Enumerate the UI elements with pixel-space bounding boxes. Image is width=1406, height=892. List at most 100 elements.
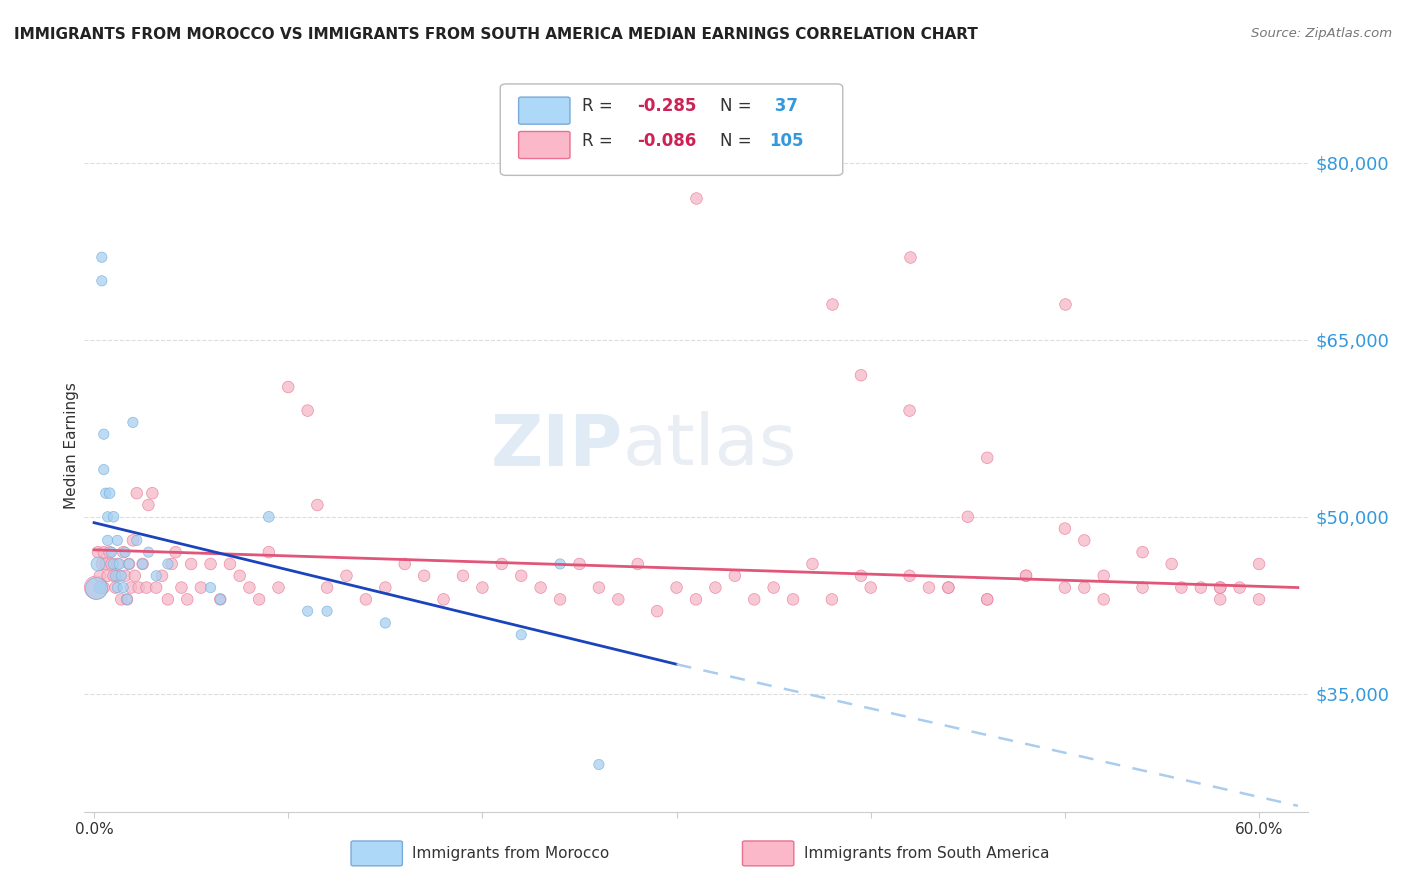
Text: Immigrants from South America: Immigrants from South America xyxy=(804,846,1049,861)
Point xyxy=(156,592,179,607)
Point xyxy=(209,592,232,607)
Point xyxy=(145,581,167,595)
Point xyxy=(548,592,571,607)
Point xyxy=(122,416,145,430)
Point xyxy=(354,592,377,607)
FancyBboxPatch shape xyxy=(519,97,569,124)
Point xyxy=(125,533,148,548)
Point xyxy=(849,568,872,582)
Point xyxy=(115,592,138,607)
Point xyxy=(645,604,668,618)
Point xyxy=(138,498,160,512)
Point xyxy=(103,509,125,524)
Point xyxy=(87,557,110,571)
Point xyxy=(704,581,727,595)
Point xyxy=(84,581,107,595)
Point xyxy=(190,581,212,595)
Point xyxy=(90,250,112,264)
Point xyxy=(685,592,707,607)
Point xyxy=(432,592,454,607)
Point xyxy=(1015,568,1038,582)
Point xyxy=(120,581,142,595)
Point xyxy=(1053,297,1076,311)
Point xyxy=(118,557,141,571)
Point xyxy=(93,545,115,559)
Point xyxy=(257,545,280,559)
Point xyxy=(150,568,173,582)
Point xyxy=(94,557,117,571)
Point xyxy=(90,274,112,288)
Point xyxy=(103,557,125,571)
Point xyxy=(238,581,260,595)
Point xyxy=(131,557,153,571)
Point xyxy=(128,581,150,595)
Point xyxy=(1229,581,1251,595)
Point xyxy=(956,509,979,524)
Text: R =: R = xyxy=(582,97,619,115)
Text: Source: ZipAtlas.com: Source: ZipAtlas.com xyxy=(1251,27,1392,40)
Point xyxy=(257,509,280,524)
Point xyxy=(898,568,921,582)
Point xyxy=(89,581,111,595)
Point xyxy=(84,581,107,595)
FancyBboxPatch shape xyxy=(501,84,842,176)
FancyBboxPatch shape xyxy=(519,131,569,159)
Point xyxy=(1015,568,1038,582)
Point xyxy=(94,486,117,500)
Point xyxy=(165,545,187,559)
Point xyxy=(782,592,804,607)
Point xyxy=(108,568,131,582)
Point xyxy=(200,557,222,571)
Text: ZIP: ZIP xyxy=(491,411,623,481)
Point xyxy=(588,757,610,772)
Point xyxy=(115,592,138,607)
Point xyxy=(124,568,146,582)
Point xyxy=(100,545,122,559)
Point xyxy=(530,581,553,595)
Point xyxy=(104,581,127,595)
Text: IMMIGRANTS FROM MOROCCO VS IMMIGRANTS FROM SOUTH AMERICA MEDIAN EARNINGS CORRELA: IMMIGRANTS FROM MOROCCO VS IMMIGRANTS FR… xyxy=(14,27,979,42)
Point xyxy=(374,615,396,630)
Point xyxy=(1132,581,1154,595)
Point xyxy=(219,557,242,571)
Point xyxy=(135,581,157,595)
Point xyxy=(160,557,183,571)
Point xyxy=(131,557,153,571)
Point xyxy=(180,557,202,571)
Point xyxy=(849,368,872,383)
Point xyxy=(510,628,533,642)
Point xyxy=(297,604,319,618)
Point xyxy=(122,533,145,548)
Point xyxy=(821,297,844,311)
Point xyxy=(938,581,960,595)
Point xyxy=(762,581,785,595)
Point xyxy=(112,581,135,595)
Text: N =: N = xyxy=(720,132,758,150)
Point xyxy=(125,486,148,500)
Point xyxy=(112,545,135,559)
Point xyxy=(1053,522,1076,536)
Point xyxy=(918,581,941,595)
Point xyxy=(141,486,163,500)
Y-axis label: Median Earnings: Median Earnings xyxy=(63,383,79,509)
Point xyxy=(471,581,494,595)
Text: atlas: atlas xyxy=(623,411,797,481)
Point xyxy=(97,533,120,548)
Point xyxy=(97,568,120,582)
Point xyxy=(742,592,765,607)
Point xyxy=(97,509,120,524)
FancyBboxPatch shape xyxy=(352,841,402,866)
Point xyxy=(114,568,136,582)
Point xyxy=(491,557,513,571)
Point xyxy=(1209,581,1232,595)
Point xyxy=(685,191,707,205)
Point xyxy=(1073,581,1095,595)
Point xyxy=(105,581,128,595)
Point xyxy=(93,581,115,595)
Point xyxy=(93,462,115,476)
Point xyxy=(98,545,121,559)
Text: Immigrants from Morocco: Immigrants from Morocco xyxy=(412,846,609,861)
Point xyxy=(170,581,193,595)
Point xyxy=(1160,557,1182,571)
Point xyxy=(821,592,844,607)
